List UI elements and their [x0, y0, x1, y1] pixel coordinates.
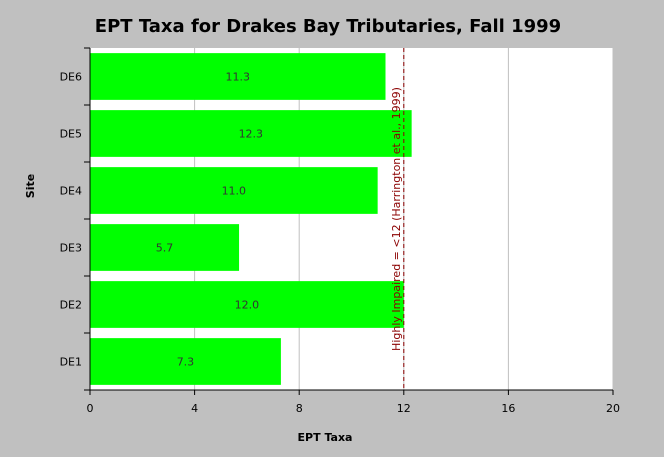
bar-de4: [90, 167, 378, 214]
data-label-de4: 11.0: [222, 185, 247, 198]
x-tick-label-20: 20: [606, 402, 620, 415]
data-label-de1: 7.3: [177, 356, 195, 369]
y-tick-label-de2: DE2: [60, 299, 82, 312]
x-tick-label-4: 4: [191, 402, 198, 415]
bar-de1: [90, 338, 281, 385]
x-tick-label-0: 0: [87, 402, 94, 415]
reference-line-label: Highly Impaired = <12 (Harrington et al.…: [390, 87, 403, 351]
bar-de6: [90, 53, 386, 100]
x-tick-label-12: 12: [397, 402, 411, 415]
y-tick-label-de6: DE6: [60, 71, 82, 84]
y-tick-label-de4: DE4: [60, 185, 82, 198]
data-label-de2: 12.0: [235, 299, 260, 312]
data-label-de3: 5.7: [156, 242, 174, 255]
y-tick-label-de3: DE3: [60, 242, 82, 255]
x-tick-label-8: 8: [296, 402, 303, 415]
y-tick-label-de5: DE5: [60, 128, 82, 141]
plot-area: [90, 48, 613, 390]
data-label-de6: 11.3: [225, 71, 250, 84]
bar-de2: [90, 281, 404, 328]
bar-de3: [90, 224, 240, 271]
x-tick-label-16: 16: [501, 402, 515, 415]
data-labels: 7.3 12.0 5.7 11.0 12.3 11.3: [156, 71, 263, 369]
tick-labels: DE1 DE2 DE3 DE4 DE5 DE6 0 4 8 12 16 20: [60, 71, 620, 416]
axes: [84, 47, 614, 395]
bar-de5: [90, 110, 412, 157]
data-label-de5: 12.3: [239, 128, 264, 141]
chart-title: EPT Taxa for Drakes Bay Tributaries, Fal…: [95, 16, 561, 37]
y-axis-title: Site: [24, 174, 37, 198]
x-axis-title: EPT Taxa: [298, 431, 353, 444]
bars: [90, 53, 412, 385]
reference-line-group: Highly Impaired = <12 (Harrington et al.…: [390, 48, 405, 390]
y-tick-label-de1: DE1: [60, 356, 82, 369]
